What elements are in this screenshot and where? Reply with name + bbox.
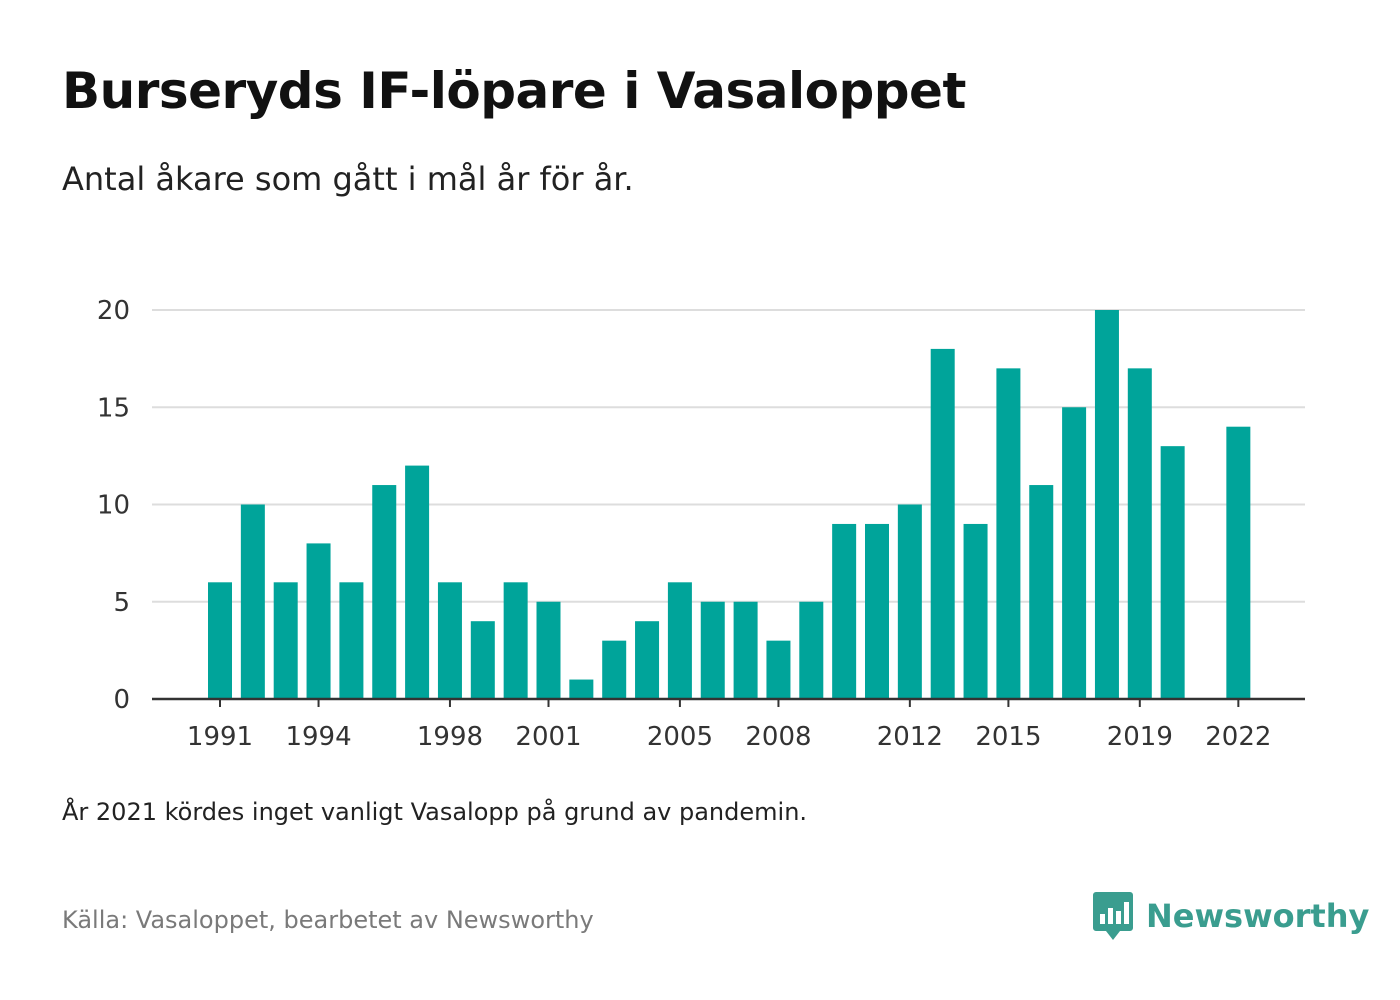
bar-2000 xyxy=(503,582,528,699)
bar-2019 xyxy=(1127,368,1152,699)
bar-2007 xyxy=(733,601,758,699)
x-tick-label: 2012 xyxy=(877,722,943,752)
bar-1999 xyxy=(470,621,495,699)
bar-chart-icon xyxy=(1093,892,1133,940)
x-tick-label: 2001 xyxy=(515,722,581,752)
y-tick-label: 15 xyxy=(97,393,130,423)
x-tick-label: 2008 xyxy=(745,722,811,752)
bar-2005 xyxy=(667,582,692,699)
bar-1993 xyxy=(273,582,298,699)
x-tick-label: 2019 xyxy=(1107,722,1173,752)
bar-1992 xyxy=(240,504,265,699)
x-tick-label: 2022 xyxy=(1205,722,1271,752)
bar-1994 xyxy=(306,543,331,699)
x-tick-label: 2005 xyxy=(647,722,713,752)
y-tick-label: 10 xyxy=(97,491,130,521)
bar-2002 xyxy=(569,679,594,699)
bar-2006 xyxy=(700,601,725,699)
bars xyxy=(208,310,1251,699)
bar-2020 xyxy=(1160,446,1185,699)
bar-2022 xyxy=(1226,426,1251,699)
chart-title: Burseryds IF-löpare i Vasaloppet xyxy=(62,62,966,120)
bar-2008 xyxy=(766,640,791,699)
y-tick-label: 5 xyxy=(113,588,130,618)
bar-2011 xyxy=(865,523,889,699)
bar-2012 xyxy=(897,504,922,699)
bar-2016 xyxy=(1029,485,1054,699)
bar-1996 xyxy=(372,485,397,699)
bar-1995 xyxy=(339,582,364,699)
bar-2013 xyxy=(930,348,955,699)
bar-2014 xyxy=(963,523,988,699)
x-axis-ticks: 1991 1994 1998 2001 2005 2008 2012 2015 2019 2022 xyxy=(187,699,1271,752)
source-credit: Källa: Vasaloppet, bearbetet av Newswort… xyxy=(62,906,594,934)
x-tick-label: 2015 xyxy=(975,722,1041,752)
bar-1998 xyxy=(437,582,462,699)
bar-1991 xyxy=(208,582,232,699)
bar-2017 xyxy=(1062,407,1087,699)
bar-2003 xyxy=(602,640,627,699)
x-tick-label: 1998 xyxy=(417,722,483,752)
footnote: År 2021 kördes inget vanligt Vasalopp på… xyxy=(62,798,808,826)
bar-1997 xyxy=(405,465,430,699)
bar-2018 xyxy=(1094,310,1119,699)
bar-2010 xyxy=(832,523,857,699)
brand-name: Newsworthy xyxy=(1146,897,1370,935)
y-tick-label: 20 xyxy=(97,296,130,326)
y-axis-ticks: 0 5 10 15 20 xyxy=(97,296,130,715)
x-tick-label: 1994 xyxy=(285,722,351,752)
bar-2015 xyxy=(996,368,1021,699)
bar-2001 xyxy=(536,601,561,699)
bar-2004 xyxy=(635,621,660,699)
y-tick-label: 0 xyxy=(113,685,130,715)
bar-2009 xyxy=(799,601,824,699)
x-tick-label: 1991 xyxy=(187,722,253,752)
brand-logo: Newsworthy xyxy=(1092,890,1369,942)
chart-subtitle: Antal åkare som gått i mål år för år. xyxy=(62,160,634,198)
